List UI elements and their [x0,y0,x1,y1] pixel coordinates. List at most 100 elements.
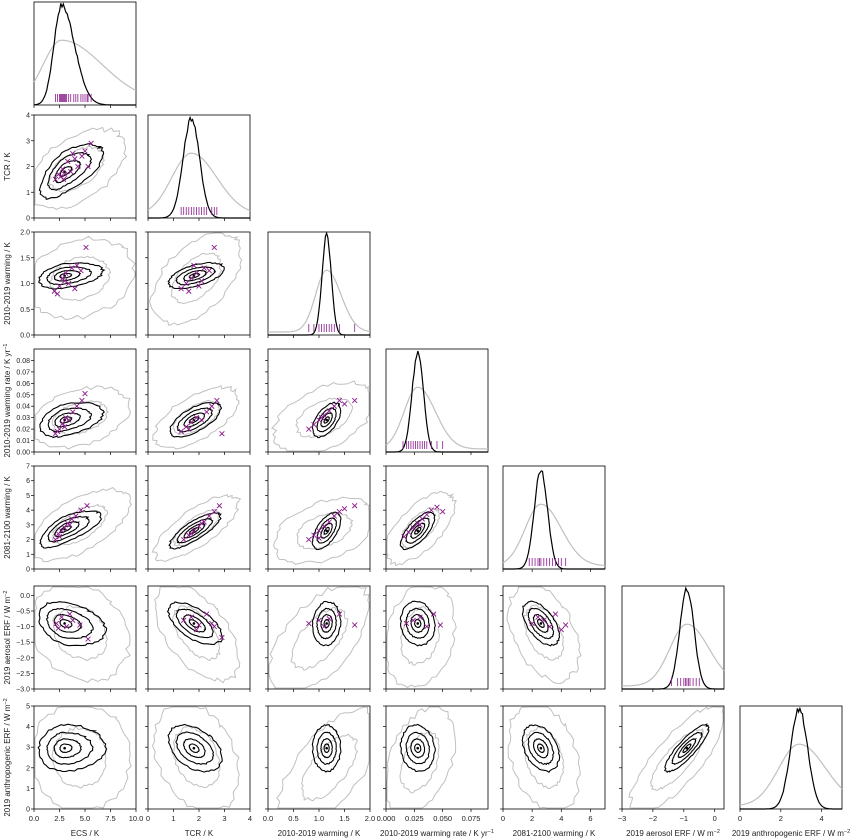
posterior-contour [188,743,200,754]
unit-superscript: −2 [3,591,9,597]
posterior-contour [414,618,422,629]
posterior-mode-dot [539,746,543,750]
x-tick-label: 6 [588,814,592,823]
prior-contour [172,508,220,547]
panel-w1019-vs-tcr [145,231,251,338]
posterior-histogram-w1019 [268,231,370,336]
panel-frame [502,585,606,690]
x-axis-label-tcr: TCR / K [185,829,214,838]
y-axis-label-rate: 2010-2019 warming rate / K yr−1 [3,344,12,458]
posterior-histogram-aer [622,586,724,690]
prior-contour [272,496,370,565]
x-axis-label-rate: 2010-2019 warming rate / K yr−1 [380,829,494,838]
posterior-contour [169,402,223,438]
prior-contour [507,706,581,809]
prior-contour [301,733,359,802]
model-marker [62,414,69,421]
panel-w2081-vs-tcr [145,465,251,572]
model-marker [196,283,202,289]
model-marker [180,536,187,543]
posterior-contour [53,613,83,633]
posterior-histogram-ecs [33,2,136,106]
model-marker [198,278,205,284]
model-marker [417,614,423,620]
model-marker [306,536,312,543]
prior-contour [172,725,221,789]
panel-ant-vs-ant [739,705,843,812]
model-marker [178,428,184,435]
model-marker [183,280,189,287]
y-tick-label: 7 [26,464,30,471]
prior-contour [151,493,242,563]
model-marker [203,611,210,617]
posterior-contour [521,724,561,773]
prior-contour [172,399,221,436]
y-tick-label: 1 [26,190,30,197]
model-marker [211,508,218,515]
prior-contour [290,606,349,671]
x-tick-label: 5.0 [80,814,90,823]
y-tick-label: 0.06 [16,381,30,388]
panel-w2081-vs-ecs [31,465,137,572]
panel-rate-vs-w1019 [265,348,371,455]
posterior-contour [527,731,555,766]
prior-contour [386,490,457,567]
model-marker [331,403,338,409]
prior-contour [34,706,132,809]
y-tick-label: 2 [26,537,30,544]
y-tick-label: 5 [26,704,30,711]
posterior-contour [320,522,333,539]
panel-frame [385,465,489,570]
panel-frame [147,231,251,336]
posterior-mode-dot [325,529,328,533]
model-marker [196,622,202,628]
model-marker [186,288,192,294]
model-marker [78,267,84,274]
model-marker [78,507,84,513]
posterior-contour [54,159,82,184]
posterior-mode-dot [63,622,66,625]
model-marker [529,620,535,627]
y-tick-label: −3.0 [16,687,30,694]
y-tick-label: 4 [26,724,30,731]
posterior-contour [167,723,223,773]
y-tick-label: −2.5 [16,671,30,678]
posterior-contour [182,738,206,759]
x-tick-label: 7.5 [105,814,115,823]
y-tick-label: −2.0 [16,655,30,662]
posterior-contour [39,402,105,439]
model-marker [188,275,195,282]
model-marker [83,244,89,251]
model-marker [54,291,61,297]
prior-contour [34,126,128,210]
model-marker [201,265,207,271]
model-marker [61,171,68,177]
posterior-contour [37,723,108,773]
y-tick-label: 2 [26,164,30,171]
model-marker [209,403,215,409]
model-marker [562,622,569,628]
panel-ant-vs-w1019 [265,705,371,812]
posterior-contour [532,614,549,633]
panel-w2081-vs-w1019 [265,465,371,572]
model-marker [188,530,195,537]
prior-contour [386,706,457,809]
posterior-contour [311,511,342,551]
panel-aer-vs-w1019 [265,585,371,692]
x-tick-label: 0.000 [377,814,396,823]
model-marker [552,611,559,617]
model-marker [198,417,205,423]
model-marker [68,168,74,175]
panel-w2081-vs-w2081 [502,465,606,572]
model-marker [74,262,80,269]
model-marker [178,285,184,292]
panel-ant-vs-rate [383,705,489,812]
y-tick-label: 3 [26,138,30,145]
posterior-contour [536,618,545,628]
posterior-contour [46,731,94,765]
prior-contour [152,385,240,450]
model-marker [437,622,444,628]
prior-contour [151,706,240,809]
panel-ant-vs-w2081 [500,705,606,812]
y-axis-label-w1019: 2010-2019 warming / K [3,241,12,324]
